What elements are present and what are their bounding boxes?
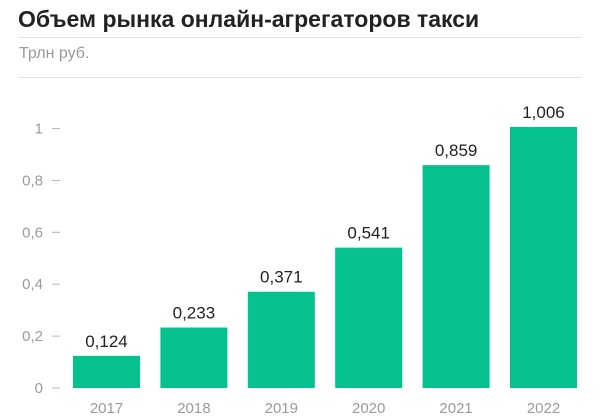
x-tick-label: 2021 (439, 400, 472, 417)
x-tick-label: 2022 (527, 400, 560, 417)
header-divider (18, 77, 582, 78)
bar (73, 355, 140, 388)
bar (510, 127, 577, 388)
bar (160, 327, 228, 388)
bar (422, 165, 490, 388)
x-tick-label: 2020 (352, 400, 385, 417)
data-label: 0,371 (260, 268, 303, 287)
units-label: Трлн руб. (19, 45, 90, 62)
y-tick-label: 0,6 (22, 224, 43, 241)
y-tick-label: 0 (35, 380, 43, 397)
x-tick-label: 2018 (177, 400, 210, 417)
chart-title: Объем рынка онлайн-агрегаторов такси (18, 6, 480, 32)
bar (247, 291, 315, 388)
data-label: 0,124 (85, 332, 128, 351)
x-tick-label: 2019 (265, 400, 298, 417)
y-tick-label: 0,4 (22, 276, 43, 293)
data-label: 0,541 (347, 224, 390, 243)
y-tick-label: 1 (35, 121, 43, 138)
data-label: 0,233 (173, 304, 216, 323)
y-tick-label: 0,8 (22, 172, 43, 189)
data-label: 1,006 (522, 103, 565, 122)
bar (335, 247, 403, 388)
title-rule (18, 37, 582, 38)
x-tick-label: 2017 (90, 400, 123, 417)
data-label: 0,859 (435, 141, 478, 160)
y-tick-label: 0,2 (22, 328, 43, 345)
